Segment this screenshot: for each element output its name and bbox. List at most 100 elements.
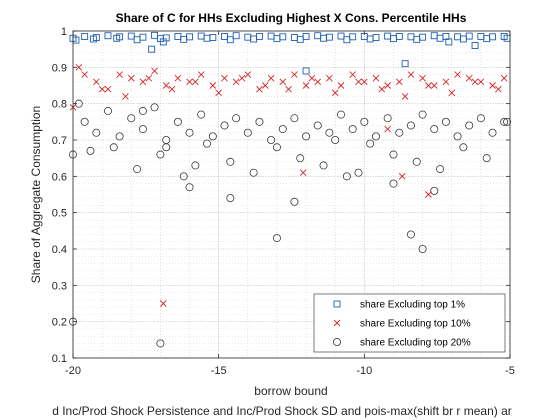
data-point bbox=[226, 194, 235, 203]
data-point bbox=[162, 143, 171, 152]
data-point bbox=[232, 32, 240, 40]
data-point bbox=[442, 78, 450, 86]
data-point bbox=[267, 74, 275, 82]
series-2 bbox=[69, 64, 508, 307]
data-point bbox=[459, 35, 467, 43]
data-point bbox=[150, 103, 159, 112]
data-point bbox=[278, 125, 287, 134]
y-tick-label: 0.6 bbox=[52, 171, 67, 183]
data-point bbox=[372, 74, 380, 82]
data-point bbox=[168, 85, 176, 93]
data-point bbox=[418, 110, 427, 119]
legend-marker bbox=[333, 300, 341, 308]
y-tick-label: 0.8 bbox=[52, 99, 67, 111]
data-point bbox=[319, 161, 328, 170]
data-point bbox=[203, 139, 212, 148]
data-point bbox=[503, 117, 512, 126]
data-point bbox=[413, 35, 421, 43]
data-point bbox=[159, 300, 167, 307]
data-point bbox=[89, 35, 97, 43]
legend: share Excluding top 1% share Excluding to… bbox=[313, 293, 506, 353]
data-point bbox=[477, 78, 485, 86]
data-point bbox=[465, 121, 474, 130]
data-point bbox=[255, 117, 264, 126]
data-point bbox=[162, 82, 170, 89]
y-tick-label: 0.4 bbox=[52, 244, 67, 256]
data-point bbox=[436, 34, 444, 42]
data-point bbox=[116, 71, 123, 78]
data-point bbox=[314, 78, 322, 86]
data-point bbox=[244, 71, 252, 78]
data-point bbox=[133, 36, 141, 44]
y-tick-label: 0.7 bbox=[52, 135, 67, 147]
data-point bbox=[249, 168, 258, 177]
data-point bbox=[395, 128, 404, 137]
data-point bbox=[302, 132, 311, 141]
y-axis: 0.1 0.2 0.3 0.4 0.5 0.6 0.7 0.8 0.9 1 bbox=[52, 26, 510, 365]
data-point bbox=[261, 82, 269, 89]
legend-label: share Excluding top 10% bbox=[360, 319, 471, 330]
data-point bbox=[232, 114, 241, 123]
data-point bbox=[471, 42, 479, 49]
data-point bbox=[366, 139, 375, 148]
y-tick-label: 0.1 bbox=[52, 353, 67, 365]
data-point bbox=[419, 74, 426, 82]
data-point bbox=[127, 114, 136, 123]
data-point bbox=[465, 74, 473, 82]
data-point bbox=[418, 244, 427, 253]
data-point bbox=[296, 154, 305, 163]
data-point bbox=[296, 35, 304, 43]
data-point bbox=[86, 146, 95, 155]
x-tick-label: -20 bbox=[65, 365, 81, 377]
data-point bbox=[398, 173, 406, 180]
data-point bbox=[354, 168, 363, 177]
data-point bbox=[186, 78, 193, 86]
data-point bbox=[308, 74, 316, 82]
data-point bbox=[127, 32, 135, 40]
legend-label: share Excluding top 20% bbox=[360, 338, 471, 349]
data-point bbox=[412, 157, 421, 166]
data-point bbox=[138, 106, 147, 115]
x-tick-label: -5 bbox=[505, 365, 515, 377]
data-point bbox=[232, 78, 240, 86]
data-point bbox=[425, 191, 432, 198]
data-point bbox=[185, 183, 194, 192]
data-point bbox=[343, 36, 351, 44]
data-point bbox=[453, 132, 462, 141]
data-point bbox=[159, 38, 167, 46]
data-point bbox=[113, 34, 121, 42]
data-point bbox=[290, 114, 299, 123]
data-point bbox=[209, 82, 217, 89]
data-point bbox=[226, 36, 234, 44]
data-point bbox=[197, 71, 205, 78]
y-tick-label: 0.3 bbox=[52, 280, 67, 292]
data-point bbox=[337, 32, 345, 40]
data-point bbox=[267, 135, 276, 144]
data-point bbox=[430, 125, 439, 134]
data-point bbox=[80, 117, 89, 126]
data-point bbox=[291, 71, 298, 78]
data-point bbox=[103, 106, 112, 115]
data-point bbox=[331, 135, 340, 144]
data-point bbox=[221, 74, 228, 82]
data-point bbox=[459, 143, 468, 152]
data-point bbox=[448, 89, 456, 97]
data-point bbox=[185, 128, 194, 137]
data-point bbox=[139, 78, 147, 86]
data-point bbox=[109, 143, 118, 152]
series-1 bbox=[69, 31, 511, 75]
data-point bbox=[92, 78, 100, 86]
data-point bbox=[151, 67, 158, 75]
series-3 bbox=[69, 99, 512, 348]
data-point bbox=[104, 85, 112, 93]
data-point bbox=[407, 71, 415, 78]
x-axis-label: borrow bound bbox=[254, 384, 327, 398]
data-point bbox=[81, 71, 88, 78]
data-point bbox=[476, 114, 485, 123]
data-point bbox=[173, 117, 182, 126]
data-point bbox=[436, 165, 445, 174]
data-point bbox=[406, 230, 415, 239]
data-point bbox=[390, 35, 397, 43]
data-point bbox=[302, 82, 310, 89]
data-point bbox=[489, 82, 496, 89]
